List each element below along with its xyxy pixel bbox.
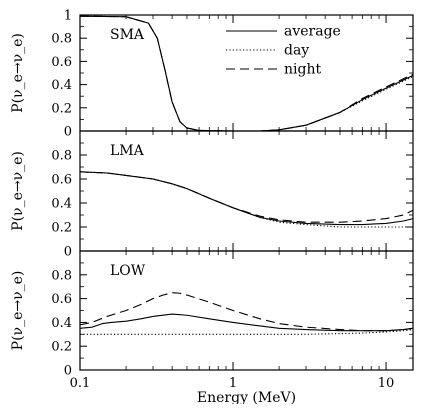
y-axis-label: P(ν_e→ν_e) — [10, 151, 26, 231]
series-day-line — [80, 328, 414, 335]
x-tick-label: 0.1 — [70, 376, 91, 391]
y-tick-label: 0.6 — [51, 55, 72, 70]
x-tick-label: 10 — [378, 376, 395, 391]
y-tick-label: 0.8 — [51, 32, 72, 47]
series-average-line — [79, 313, 414, 332]
series-night-line — [79, 171, 414, 223]
y-tick-label: 0.6 — [51, 292, 72, 307]
y-tick-label: 0.8 — [51, 149, 72, 164]
legend-average-label: average — [284, 24, 341, 40]
x-axis-label: Energy (MeV) — [197, 390, 296, 404]
y-tick-label: 0 — [64, 245, 72, 260]
y-tick-label: 0.6 — [51, 173, 72, 188]
y-tick-label: 0.2 — [51, 101, 72, 116]
y-tick-label: 0.2 — [51, 340, 72, 355]
series-average-line — [79, 171, 414, 226]
y-tick-label: 0 — [64, 364, 72, 379]
y-tick-label: 0.4 — [51, 78, 72, 93]
series-night-line — [79, 292, 414, 332]
y-tick-label: 0 — [64, 125, 72, 140]
panel-label: SMA — [110, 27, 145, 43]
panel-label: LMA — [110, 143, 145, 159]
legend-day-label: day — [284, 43, 309, 59]
y-tick-label: 1 — [64, 9, 72, 24]
y-axis-label: P(ν_e→ν_e) — [10, 271, 26, 351]
y-tick-label: 0.2 — [51, 221, 72, 236]
y-tick-label: 0.4 — [51, 316, 72, 331]
y-axis-label: P(ν_e→ν_e) — [10, 33, 26, 113]
series-day-line — [79, 171, 413, 228]
panel-label: LOW — [110, 263, 146, 279]
x-tick-label: 1 — [229, 376, 237, 391]
legend-night-label: night — [284, 62, 321, 78]
y-tick-label: 0.8 — [51, 268, 72, 283]
y-tick-label: 0.4 — [51, 197, 72, 212]
